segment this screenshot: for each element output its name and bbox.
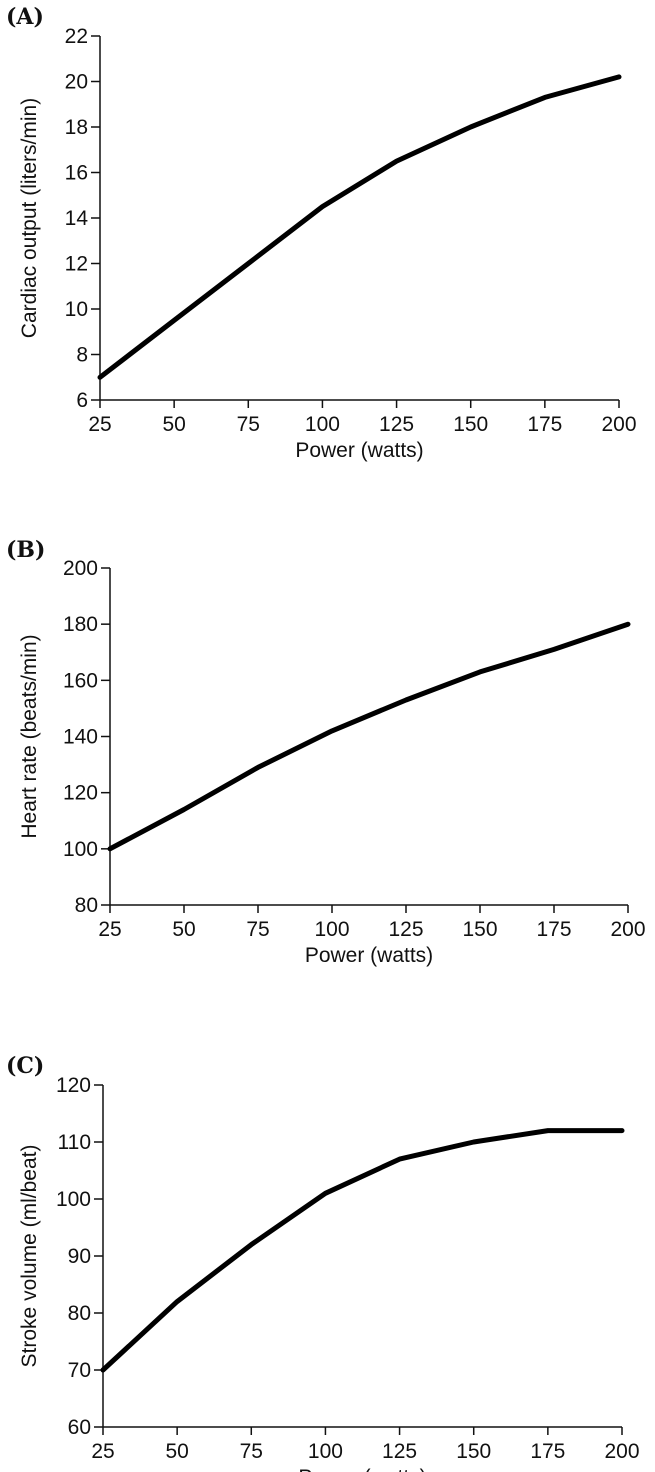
- x-axis-title: Power (watts): [305, 944, 433, 967]
- y-tick-label: 8: [76, 344, 88, 367]
- x-tick-label: 150: [462, 918, 497, 941]
- x-tick-label: 75: [240, 1440, 263, 1463]
- chart-panel-2: (C) 60 70 80 90 100 110 120 25 50 75 100 125 150 175 20…: [6, 1053, 640, 1472]
- x-tick-label: 50: [165, 1440, 188, 1463]
- y-tick-label: 6: [76, 389, 88, 412]
- y-tick-label: 200: [63, 557, 98, 580]
- y-tick-label: 18: [65, 116, 88, 139]
- x-tick-label: 175: [536, 918, 571, 941]
- x-tick-label: 75: [246, 918, 269, 941]
- x-tick-label: 25: [98, 918, 121, 941]
- x-tick-label: 100: [314, 918, 349, 941]
- panel-label: (C): [6, 1053, 44, 1079]
- x-tick-label: 200: [604, 1440, 639, 1463]
- y-tick-label: 180: [63, 613, 98, 636]
- y-tick-label: 100: [56, 1188, 91, 1211]
- series-line: [107, 621, 631, 852]
- y-tick-label: 70: [68, 1359, 91, 1382]
- panel-label: (A): [6, 4, 44, 30]
- x-tick-label: 100: [308, 1440, 343, 1463]
- y-tick-label: 80: [68, 1302, 91, 1325]
- y-tick-label: 140: [63, 726, 98, 749]
- x-axis-title: Power (watts): [298, 1466, 426, 1472]
- x-tick-label: 50: [162, 413, 185, 436]
- chart-panel-0: (A) 6 8 10 12 14 16 18 20 22 25 50 75 100 125 150 175 200…: [6, 4, 637, 462]
- y-axis-title: Cardiac output (liters/min): [18, 98, 41, 338]
- x-tick-label: 200: [601, 413, 636, 436]
- x-tick-label: 25: [88, 413, 111, 436]
- x-tick-label: 200: [610, 918, 645, 941]
- y-tick-label: 100: [63, 838, 98, 861]
- y-tick-label: 60: [68, 1416, 91, 1439]
- x-tick-label: 125: [379, 413, 414, 436]
- y-tick-label: 90: [68, 1245, 91, 1268]
- x-tick-label: 125: [388, 918, 423, 941]
- y-tick-label: 120: [56, 1074, 91, 1097]
- y-tick-label: 80: [75, 894, 98, 917]
- series-line: [97, 74, 622, 380]
- series-line: [100, 1128, 625, 1373]
- y-tick-label: 12: [65, 253, 88, 276]
- x-tick-label: 150: [453, 413, 488, 436]
- x-tick-label: 75: [237, 413, 260, 436]
- y-tick-label: 120: [63, 782, 98, 805]
- x-tick-label: 50: [172, 918, 195, 941]
- chart-panel-1: (B) 80 100 120 140 160 180 200 25 50 75 100 125 150 17…: [6, 537, 646, 967]
- x-tick-label: 150: [456, 1440, 491, 1463]
- y-tick-label: 22: [65, 25, 88, 48]
- y-tick-label: 110: [58, 1131, 91, 1154]
- y-tick-label: 14: [65, 207, 89, 230]
- y-axis-title: Heart rate (beats/min): [18, 634, 41, 838]
- y-axis-title: Stroke volume (ml/beat): [18, 1145, 41, 1368]
- x-tick-label: 175: [530, 1440, 565, 1463]
- x-tick-label: 175: [527, 413, 562, 436]
- y-tick-label: 160: [63, 669, 98, 692]
- panel-label: (B): [6, 537, 45, 563]
- y-tick-label: 20: [65, 71, 88, 94]
- x-axis-title: Power (watts): [295, 439, 423, 462]
- y-tick-label: 10: [65, 298, 88, 321]
- y-tick-label: 16: [65, 162, 88, 185]
- x-tick-label: 25: [91, 1440, 114, 1463]
- x-tick-label: 100: [305, 413, 340, 436]
- x-tick-label: 125: [382, 1440, 417, 1463]
